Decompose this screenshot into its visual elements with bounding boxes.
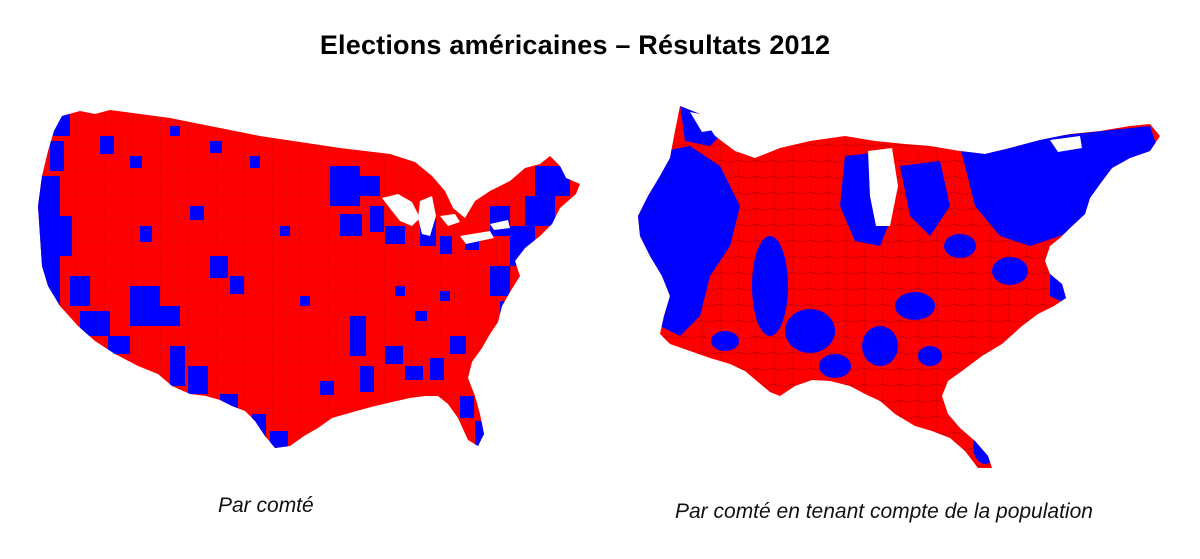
caption-county: Par comté — [218, 494, 314, 517]
population-cartogram — [638, 106, 1160, 468]
county-map — [38, 110, 580, 448]
caption-population: Par comté en tenant compte de la populat… — [675, 500, 1093, 523]
page-title: Elections américaines – Résultats 2012 — [319, 30, 831, 60]
